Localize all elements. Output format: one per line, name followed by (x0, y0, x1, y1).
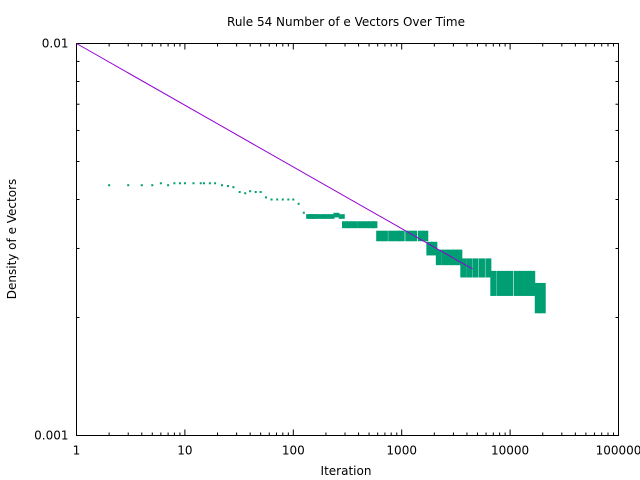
data-point (363, 221, 370, 229)
x-tick-label: 10 (177, 444, 192, 458)
data-point (519, 270, 526, 296)
data-point (376, 230, 383, 242)
data-point (202, 182, 205, 185)
data-point (302, 211, 305, 214)
data-point (502, 270, 509, 296)
data-point (524, 270, 531, 296)
data-point (451, 249, 458, 266)
data-point (342, 221, 349, 229)
plot-frame (76, 43, 619, 436)
data-point (254, 190, 257, 193)
data-point (507, 270, 514, 296)
data-point (244, 192, 247, 195)
data-point (328, 214, 335, 219)
data-point (108, 184, 111, 187)
data-point (435, 249, 442, 266)
data-point (496, 270, 503, 296)
data-point (346, 221, 353, 229)
data-point (478, 258, 485, 278)
x-tick-label: 10000 (491, 444, 529, 458)
data-point (441, 249, 448, 266)
data-point (199, 182, 202, 185)
data-point (426, 241, 433, 256)
axis-ticks: 1 10 100 1000 10000 100000 0.001 0.01 (34, 37, 640, 458)
x-tick-label: 100 (282, 444, 305, 458)
data-point (367, 221, 374, 229)
data-point (322, 214, 329, 219)
data-point (249, 190, 252, 193)
data-point (140, 184, 143, 187)
data-point (398, 230, 405, 242)
chart-title: Rule 54 Number of e Vectors Over Time (227, 15, 465, 29)
data-point (333, 212, 340, 218)
data-point (127, 184, 130, 187)
x-tick-label: 1000 (386, 444, 417, 458)
x-tick-label: 1 (73, 444, 81, 458)
data-point (431, 241, 438, 256)
data-point (388, 230, 395, 242)
data-point (208, 182, 211, 185)
data-point (393, 230, 400, 242)
data-point (312, 214, 319, 219)
data-point (456, 249, 463, 266)
y-tick-label: 0.01 (42, 37, 69, 51)
data-point (306, 214, 313, 219)
data-point (178, 182, 181, 185)
data-point (265, 196, 268, 199)
data-point (227, 184, 230, 187)
data-point (232, 186, 235, 189)
line-series (76, 43, 473, 270)
data-point (338, 214, 345, 219)
data-point (276, 198, 279, 201)
data-point (192, 182, 195, 185)
data-point (167, 184, 170, 187)
data-point (447, 249, 454, 266)
data-point (539, 282, 546, 314)
data-point (472, 258, 479, 278)
data-point (371, 221, 378, 229)
data-point (534, 282, 541, 314)
scatter-series (108, 182, 546, 314)
data-point (151, 184, 154, 187)
data-point (317, 214, 324, 219)
data-point (485, 258, 492, 278)
y-tick-label: 0.001 (34, 429, 68, 443)
data-point (259, 190, 262, 193)
data-point (270, 198, 273, 201)
data-point (529, 270, 536, 296)
data-point (309, 214, 316, 219)
data-point (287, 198, 290, 201)
data-point (297, 202, 300, 205)
data-point (513, 270, 520, 296)
data-point (183, 182, 186, 185)
data-point (460, 258, 467, 278)
data-point (405, 230, 412, 242)
y-axis-label: Density of e Vectors (5, 179, 19, 300)
data-point (281, 198, 284, 201)
data-point (214, 182, 217, 185)
data-point (221, 184, 224, 187)
data-point (417, 230, 424, 242)
data-point (357, 221, 364, 229)
x-tick-label: 100000 (596, 444, 640, 458)
data-point (381, 230, 388, 242)
data-point (490, 270, 497, 296)
data-point (466, 258, 473, 278)
fit-line (76, 43, 473, 270)
data-point (292, 198, 295, 201)
data-point (159, 182, 162, 185)
x-axis-label: Iteration (321, 464, 372, 478)
data-point (173, 182, 176, 185)
data-point (351, 221, 358, 229)
data-point (422, 230, 429, 242)
data-point (238, 190, 241, 193)
